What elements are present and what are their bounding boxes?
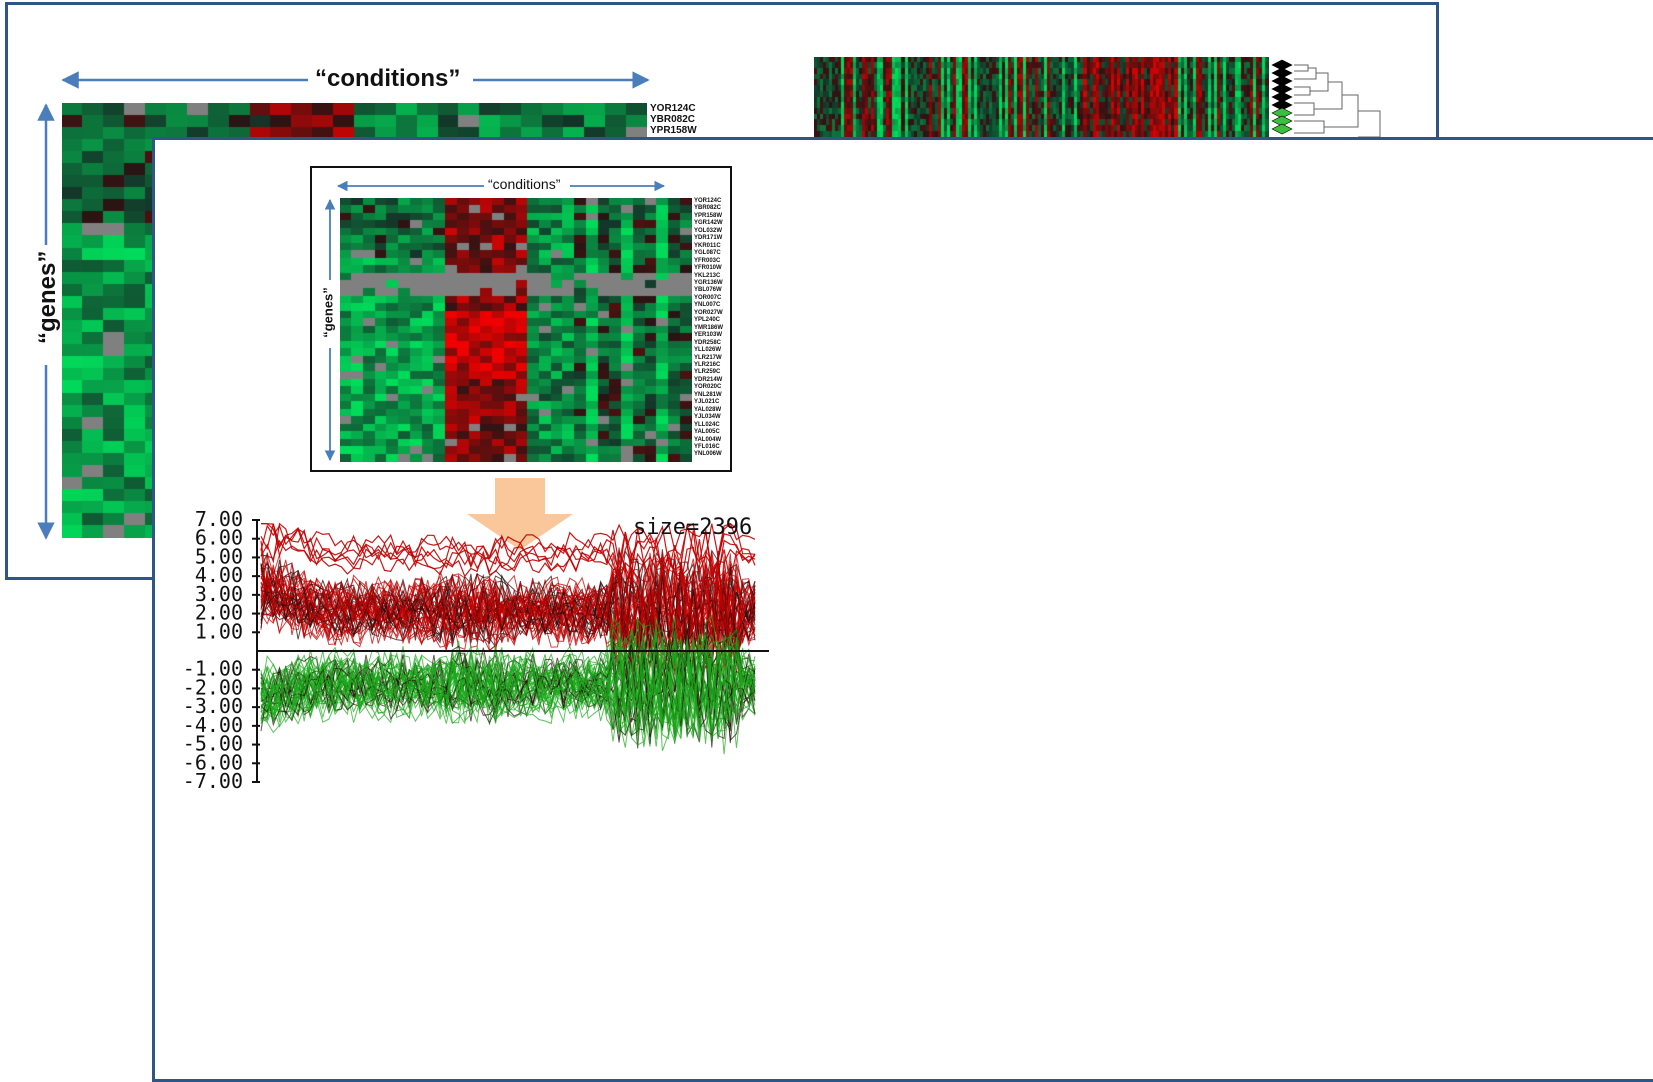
inset-gene-label: YAL004W [694,436,722,443]
back-gene-labels: YOR124C YBR082C YPR158W [650,103,697,136]
dendrogram-leaf-marker [1271,115,1293,127]
inset-gene-labels: YOR124C YBR082C YPR158W YGR142W YOL032W YDR17… [694,198,723,459]
inset-gene-label: YNL006W [694,451,722,458]
dendrogram-leaf-marker [1271,91,1293,103]
dendrogram-leaf-marker [1271,107,1293,119]
y-tick-label: -7.00 [183,769,243,793]
inset-gene-label: YGL087C [694,250,721,257]
y-tick-label: -5.00 [183,732,243,756]
inset-gene-label: YOR020C [694,384,722,391]
inset-gene-label: YFR010W [694,265,722,272]
dendrogram-leaf-marker [1271,99,1293,111]
inset-gene-label: YBL076W [694,287,722,294]
y-tick-label: 1.00 [195,619,243,643]
dendrogram [1271,59,1381,138]
dendrogram-branches [1294,64,1381,138]
y-tick-label: -1.00 [183,657,243,681]
cluster-size-label: size=2396 [633,515,752,540]
inset-gene-label: YJL034W [694,414,721,421]
dendrogram-leaf-markers [1271,59,1293,135]
inset-gene-label: YKL213C [694,272,721,279]
inset-gene-label: YDR258C [694,339,722,346]
inset-gene-label: YLL024C [694,421,720,428]
dendrogram-leaf-marker [1271,67,1293,79]
profile-line [260,645,756,742]
dendrogram-leaf-marker [1271,123,1293,135]
inset-gene-label: YPR158W [694,212,723,219]
inset-gene-label: YLR217W [694,354,722,361]
back-gene-label: YPR158W [650,125,697,136]
back-dimension-arrows [37,71,650,540]
dendrogram-leaf-marker [1271,83,1293,95]
y-axis-ticks: 7.006.005.004.003.002.001.00 -1.00-2.00-3… [183,507,260,793]
inset-gene-label: YOL032W [694,227,723,234]
profile-line [260,566,756,663]
inset-dimension-arrows [324,180,666,462]
inset-gene-label: YAL005C [694,429,720,436]
profile-line [260,646,756,729]
profile-line [260,576,756,670]
inset-gene-label: YFL016C [694,443,720,450]
inset-gene-label: YGR136W [694,279,723,286]
inset-gene-label: YBR082C [694,205,722,212]
y-tick-label: -2.00 [183,675,243,699]
clustered-heatmap [814,57,1269,137]
inset-gene-label: YOR027W [694,309,723,316]
y-tick-label: 4.00 [195,563,243,587]
inset-heatmap-frame: “conditions” “genes” YOR124C YBR082C YPR15… [310,166,732,472]
y-tick-label: 3.00 [195,582,243,606]
y-tick-label: 5.00 [195,544,243,568]
inset-gene-label: YAL028W [694,406,722,413]
inset-gene-label: YER103W [694,332,723,339]
profile-line [260,524,756,582]
profile-line [260,539,756,590]
inset-gene-label: YDR171W [694,235,723,242]
back-conditions-label: “conditions” [315,65,461,92]
dendrogram-leaf-marker [1271,59,1293,71]
inset-gene-label: YGR142W [694,220,723,227]
profile-line [260,522,756,577]
front-panel: “conditions” “genes” YOR124C YBR082C YPR15… [152,137,1653,1082]
back-genes-label: “genes” [34,250,61,344]
y-tick-label: 6.00 [195,526,243,550]
inset-gene-label: YLL026W [694,347,722,354]
y-tick-label: -6.00 [183,750,243,774]
inset-gene-label: YOR124C [694,198,722,204]
inset-gene-label: YLR259C [694,369,721,376]
back-gene-label: YOR124C [650,103,696,114]
dendrogram-leaf-marker [1271,75,1293,87]
profile-line [260,641,756,744]
expression-profile-chart: 7.006.005.004.003.002.001.00 -1.00-2.00-3… [183,507,769,793]
inset-gene-label: YJL021C [694,399,720,406]
inset-gene-label: YFR003C [694,257,721,264]
back-gene-label: YBR082C [650,114,696,125]
inset-conditions-label: “conditions” [488,176,561,192]
y-tick-label: -3.00 [183,694,243,718]
inset-gene-label: YLR216C [694,361,721,368]
profile-line [260,643,756,740]
down-arrow-shape [467,478,573,550]
inset-gene-label: YDR214W [694,376,723,383]
inset-heatmap [340,198,692,462]
inset-gene-label: YNL281W [694,391,722,398]
y-tick-label: 2.00 [195,601,243,625]
down-arrow [467,478,573,550]
y-tick-label: 7.00 [195,507,243,531]
y-tick-label: -4.00 [183,713,243,737]
inset-gene-label: YOR007C [694,294,722,301]
inset-gene-label: YMR186W [694,324,724,331]
inset-gene-label: YKR011C [694,242,721,249]
inset-gene-label: YNL007C [694,302,721,309]
profile-line [261,522,756,565]
inset-gene-label: YPL240C [694,317,721,324]
profile-lines [260,522,756,755]
inset-genes-label: “genes” [320,287,336,338]
profile-line [260,572,756,672]
